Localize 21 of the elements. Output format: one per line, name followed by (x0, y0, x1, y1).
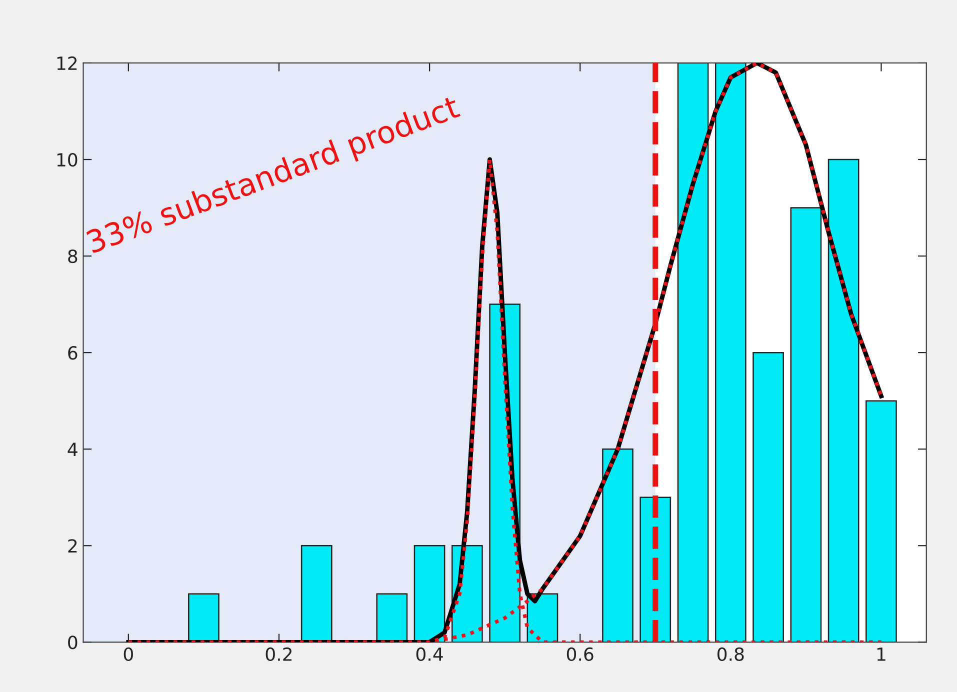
x-tick-label: 0.2 (266, 647, 292, 662)
bar (714, 62, 746, 642)
x-tick-label: 0.6 (566, 647, 594, 662)
y-tick-label: 0 (68, 636, 78, 650)
x-tick-label: 0.4 (416, 647, 443, 662)
x-tick-label: 0 (124, 647, 133, 662)
y-tick-label: 4 (68, 442, 78, 456)
bar (790, 207, 822, 642)
x-tick-label: 0.8 (717, 647, 744, 662)
y-tick-label: 8 (68, 250, 78, 264)
bar (677, 62, 709, 642)
y-tick-label: 2 (68, 539, 77, 552)
bar (828, 158, 860, 642)
bar (414, 545, 446, 642)
bar (752, 352, 784, 642)
x-tick-label: 1 (877, 648, 886, 661)
y-tick-label: 6 (68, 346, 78, 360)
bar (602, 448, 634, 642)
y-tick-label: 10 (57, 152, 78, 167)
bar (866, 400, 897, 642)
y-tick-label: 12 (57, 56, 77, 70)
